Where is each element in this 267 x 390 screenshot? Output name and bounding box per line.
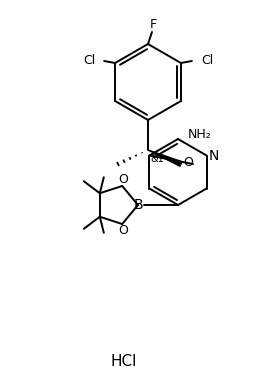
Text: O: O	[118, 223, 128, 236]
Text: B: B	[133, 198, 143, 212]
Text: O: O	[183, 156, 193, 170]
Polygon shape	[148, 150, 182, 166]
Text: NH₂: NH₂	[188, 128, 212, 142]
Text: N: N	[208, 149, 219, 163]
Text: HCl: HCl	[110, 355, 137, 369]
Text: O: O	[118, 174, 128, 186]
Text: F: F	[150, 18, 156, 32]
Text: &1: &1	[150, 154, 164, 164]
Text: Cl: Cl	[83, 55, 95, 67]
Text: Cl: Cl	[201, 55, 213, 67]
